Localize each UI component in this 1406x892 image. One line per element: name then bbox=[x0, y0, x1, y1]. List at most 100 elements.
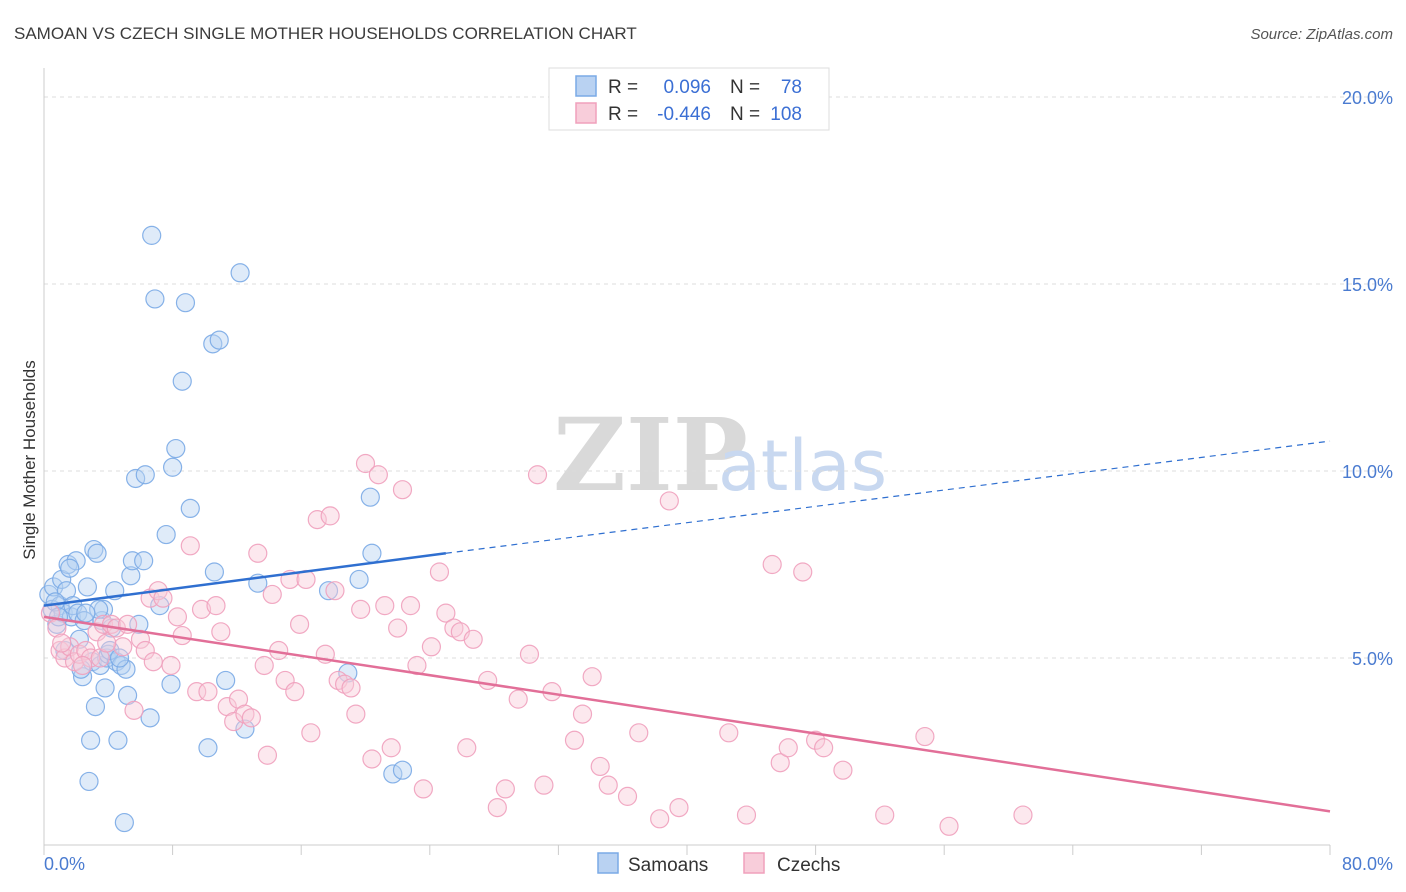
czech-point bbox=[939, 816, 959, 836]
czech-point bbox=[257, 745, 278, 765]
bottom-legend-czechs: Czechs bbox=[777, 855, 840, 876]
czech-point bbox=[135, 640, 155, 661]
samoan-point bbox=[134, 551, 154, 571]
czech-point bbox=[719, 723, 739, 743]
czech-point bbox=[770, 753, 790, 773]
czech-point bbox=[582, 667, 602, 687]
samoan-point bbox=[76, 603, 96, 623]
samoan-point bbox=[129, 614, 149, 634]
legend-n-label-samoans: N = bbox=[730, 77, 760, 98]
samoan-point bbox=[172, 371, 192, 391]
czech-point bbox=[307, 510, 327, 530]
stats-legend: R = 0.096 N = 78 R = -0.446 N = 108 bbox=[548, 67, 830, 131]
czech-point bbox=[191, 599, 212, 619]
czech-point bbox=[762, 554, 782, 575]
czech-point bbox=[381, 738, 401, 758]
czech-point bbox=[211, 622, 231, 642]
czech-point bbox=[341, 678, 361, 698]
czech-point bbox=[289, 614, 310, 634]
czech-point bbox=[72, 655, 93, 676]
czech-point bbox=[659, 491, 679, 511]
samoan-point bbox=[230, 263, 250, 283]
czech-point bbox=[388, 618, 408, 638]
samoan-point bbox=[87, 543, 107, 563]
samoan-point bbox=[235, 719, 255, 739]
czech-point bbox=[463, 629, 483, 649]
samoan-point bbox=[81, 730, 101, 750]
watermark: ZIP atlas bbox=[553, 396, 887, 514]
samoan-point bbox=[163, 457, 183, 477]
czech-point bbox=[254, 655, 274, 676]
samoan-point bbox=[318, 581, 339, 601]
legend-n-label-czechs: N = bbox=[730, 104, 760, 125]
czech-point bbox=[598, 775, 618, 795]
legend-r-value-czechs: -0.446 bbox=[657, 104, 711, 125]
samoan-point bbox=[156, 524, 176, 545]
czech-point bbox=[736, 805, 757, 825]
czech-point bbox=[495, 779, 515, 799]
samoan-point bbox=[126, 468, 146, 489]
czech-point bbox=[413, 779, 433, 799]
czech-point bbox=[457, 738, 477, 758]
y-tick-label-10: 10.0% bbox=[1342, 462, 1393, 482]
czech-point bbox=[143, 652, 163, 672]
samoan-point bbox=[360, 487, 380, 507]
samoan-point bbox=[383, 764, 403, 784]
czech-point bbox=[778, 738, 798, 758]
czech-point bbox=[262, 584, 282, 605]
czech-point bbox=[629, 723, 649, 743]
legend-r-label-samoans: R = bbox=[608, 77, 638, 98]
czech-point bbox=[833, 760, 853, 780]
samoan-point bbox=[66, 551, 86, 571]
bottom-legend: Samoans Czechs bbox=[597, 852, 840, 876]
watermark-zip: ZIP bbox=[553, 396, 748, 514]
watermark-atlas: atlas bbox=[718, 425, 887, 507]
samoan-point bbox=[89, 599, 109, 619]
data-points bbox=[39, 225, 1033, 836]
samoan-trend-line bbox=[43, 552, 447, 607]
czech-point bbox=[206, 596, 226, 616]
bottom-legend-samoans: Samoans bbox=[628, 855, 708, 876]
samoan-point bbox=[116, 659, 136, 679]
czech-point bbox=[113, 637, 133, 657]
samoan-point bbox=[392, 760, 413, 780]
y-tick-label-15: 15.0% bbox=[1342, 275, 1393, 295]
chart-source: Source: ZipAtlas.com bbox=[1250, 26, 1393, 43]
czech-point bbox=[572, 704, 593, 724]
czech-point bbox=[519, 644, 540, 664]
czech-point bbox=[97, 633, 117, 653]
czech-point bbox=[248, 543, 268, 563]
czech-point bbox=[915, 726, 935, 747]
legend-r-label-czechs: R = bbox=[608, 104, 638, 125]
czech-point bbox=[52, 633, 72, 653]
czech-point bbox=[590, 756, 610, 777]
y-axis-label: Single Mother Households bbox=[20, 360, 39, 559]
samoan-point bbox=[79, 771, 99, 792]
czech-point bbox=[478, 670, 498, 691]
bottom-legend-swatch-czechs bbox=[743, 852, 765, 874]
czech-point bbox=[875, 805, 895, 825]
czech-point bbox=[167, 607, 188, 627]
czech-point bbox=[198, 682, 218, 702]
trend-lines bbox=[43, 440, 1331, 813]
czech-point bbox=[355, 453, 376, 474]
czech-point bbox=[368, 465, 388, 485]
czech-point bbox=[487, 797, 507, 818]
samoan-point bbox=[142, 225, 162, 245]
czech-point bbox=[650, 809, 670, 829]
samoan-point bbox=[72, 667, 93, 687]
samoan-point bbox=[362, 543, 382, 563]
samoan-point bbox=[349, 569, 369, 590]
czech-trend-line bbox=[43, 615, 1331, 813]
legend-swatch-samoans bbox=[575, 75, 597, 97]
czech-point bbox=[421, 637, 442, 657]
czech-point bbox=[375, 596, 395, 616]
czech-point bbox=[241, 708, 261, 728]
samoan-point bbox=[204, 562, 224, 582]
czech-point bbox=[534, 775, 554, 795]
czech-point bbox=[320, 506, 340, 526]
samoan-point bbox=[77, 577, 98, 597]
czech-point bbox=[362, 749, 382, 769]
czech-point bbox=[325, 581, 345, 601]
